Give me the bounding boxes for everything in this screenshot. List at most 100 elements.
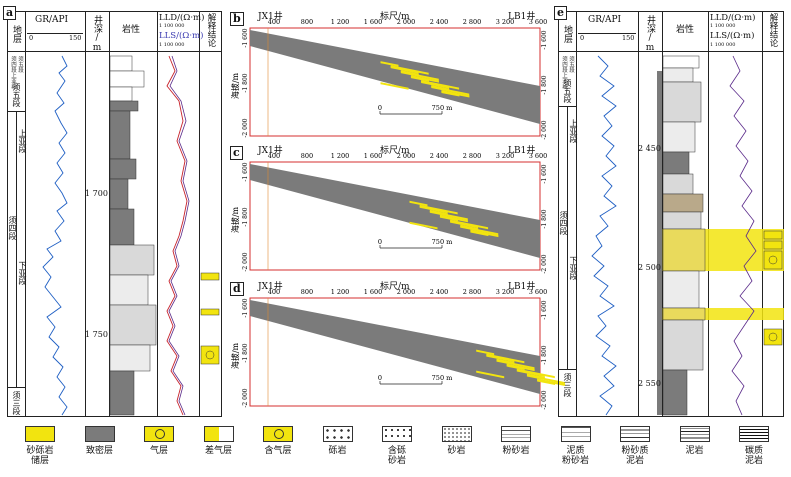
panel-letter-a: a — [3, 6, 17, 20]
header-depth-e: 井深/m — [645, 15, 655, 53]
reservoir-streak — [380, 61, 399, 67]
interp-box-e3 — [763, 250, 783, 270]
lls-curve-a — [168, 55, 190, 416]
scale-title-c: 标尺/m — [380, 146, 410, 156]
interp-gas-3 — [200, 345, 220, 365]
interp-box-e1 — [763, 230, 783, 240]
y-tick-right: -2 000 — [541, 120, 548, 139]
tight-layer-band — [250, 164, 540, 258]
header-depth: 井深/m — [92, 15, 102, 53]
header-lld-e: LLD/(Ω·m) — [710, 13, 756, 23]
section-plot-d: 400 800 1 200 1 600 2 000 2 400 2 800 3 200 3 60… — [230, 288, 566, 410]
legend-label: 致密层 — [85, 446, 113, 456]
depth-2550: 2 550 — [638, 379, 661, 388]
right-well-b: LB1井 — [508, 12, 536, 22]
panel-letter-d: d — [230, 282, 244, 296]
x-tick-label: 1 200 — [331, 288, 350, 296]
legend-gas-symbol — [155, 429, 165, 439]
x-tick-label: 2 800 — [463, 18, 482, 26]
tight-layer-band — [250, 30, 540, 124]
lls-scale: 1 100 000 — [159, 42, 185, 48]
section-c: c JX1井 标尺/m LB1井 — [230, 146, 550, 276]
x-tick-label: 3 600 — [529, 288, 548, 296]
y-axis-label: 海拔/m — [230, 72, 240, 99]
left-well-c: JX1井 — [258, 146, 283, 156]
gr-curve-a — [42, 55, 68, 416]
section-b: b JX1井 标尺/m LB1井 — [230, 12, 550, 142]
legend-label: 粉砂质 泥岩 — [621, 446, 649, 466]
legend-swatch — [679, 426, 710, 442]
scale-title-d: 标尺/m — [380, 282, 410, 292]
gr-max-e: 150 — [622, 34, 635, 42]
x-tick-label: 400 — [268, 152, 280, 160]
scale-label: 750 m — [432, 374, 453, 382]
gr-max: 150 — [69, 34, 82, 42]
strata-xu-si-e: 须四段 — [559, 211, 568, 235]
legend-swatch — [560, 426, 591, 442]
legend-swatch — [441, 426, 472, 442]
legend-gas-symbol — [274, 429, 284, 439]
legend-label: 含气层 — [264, 446, 292, 456]
scale-zero: 0 — [378, 104, 382, 112]
x-tick-label: 3 600 — [529, 18, 548, 26]
depth-1750: 1 750 — [85, 330, 108, 339]
y-tick-right: -1 600 — [541, 164, 548, 183]
x-tick-label: 2 000 — [397, 288, 416, 296]
header-strata-e: 地层 — [562, 25, 572, 43]
legend-swatch — [739, 426, 769, 442]
reservoir-streak — [496, 358, 515, 365]
strata-xia-e: 下亚段 — [569, 256, 578, 280]
header-lith: 岩性 — [122, 25, 141, 35]
legend-label: 砂岩 — [447, 446, 466, 456]
reservoir-streak — [390, 65, 429, 75]
reservoir-streak — [409, 200, 428, 207]
strata-xu-si: 须四段 — [8, 216, 17, 240]
legend-label: 砂砾岩 储层 — [26, 446, 54, 466]
strata-shang: 上亚段 — [18, 129, 27, 153]
x-tick-label: 3 200 — [496, 152, 515, 160]
lld-scale-e: 1 100 000 — [710, 23, 736, 29]
legend-label: 泥岩 — [685, 446, 704, 456]
reservoir-streak — [409, 221, 438, 230]
lld-curve-e — [729, 55, 757, 416]
legend-label: 泥质 粉砂岩 — [561, 446, 589, 466]
left-well-d: JX1井 — [258, 282, 283, 292]
header-lld: LLD/(Ω·m) — [159, 13, 205, 23]
x-tick-label: 3 200 — [496, 288, 515, 296]
gr-curve-e — [591, 55, 617, 416]
reservoir-streak — [450, 219, 489, 230]
strata-shang-e: 上亚段 — [569, 119, 578, 143]
y-tick-right: -1 600 — [541, 30, 548, 49]
scale-label: 750 m — [432, 104, 453, 112]
x-tick-label: 2 400 — [430, 152, 449, 160]
interp-gas-2 — [200, 308, 220, 316]
log-tracks-a — [42, 55, 220, 416]
header-gr: GR/API — [35, 15, 69, 25]
strata-small1-e: 须四段上亚段 — [561, 56, 567, 89]
x-tick-label: 3 200 — [496, 18, 515, 26]
x-tick-label: 800 — [301, 152, 313, 160]
strata-xu-san-e: 须三段 — [563, 373, 572, 397]
y-axis-label: 海拔/m — [230, 206, 240, 233]
y-tick-left: -1 600 — [242, 298, 249, 317]
x-tick-label: 1 600 — [364, 152, 383, 160]
scale-title-b: 标尺/m — [380, 12, 410, 22]
lithology-column-e — [657, 55, 706, 416]
y-tick-left: -1 600 — [242, 162, 249, 181]
scale-zero: 0 — [378, 238, 382, 246]
log-tracks-e — [591, 55, 784, 416]
x-tick-label: 2 400 — [430, 18, 449, 26]
legend-swatch — [322, 426, 353, 442]
right-well-c: LB1井 — [508, 146, 536, 156]
y-tick-left: -2 000 — [242, 118, 249, 137]
legend-label: 含砾 砂岩 — [387, 446, 406, 466]
x-tick-label: 2 400 — [430, 288, 449, 296]
scale-label: 750 m — [432, 238, 453, 246]
y-axis-label: 海拔/m — [230, 342, 240, 369]
legend-label: 碳质 泥岩 — [744, 446, 763, 466]
interp-box-e4 — [763, 328, 783, 346]
section-plot-b: 400 800 1 200 1 600 2 000 2 400 2 800 3 200 3 60… — [230, 18, 548, 140]
interp-gas-1 — [200, 272, 220, 281]
reservoir-streak — [380, 82, 409, 90]
lld-curve-a — [166, 55, 188, 416]
